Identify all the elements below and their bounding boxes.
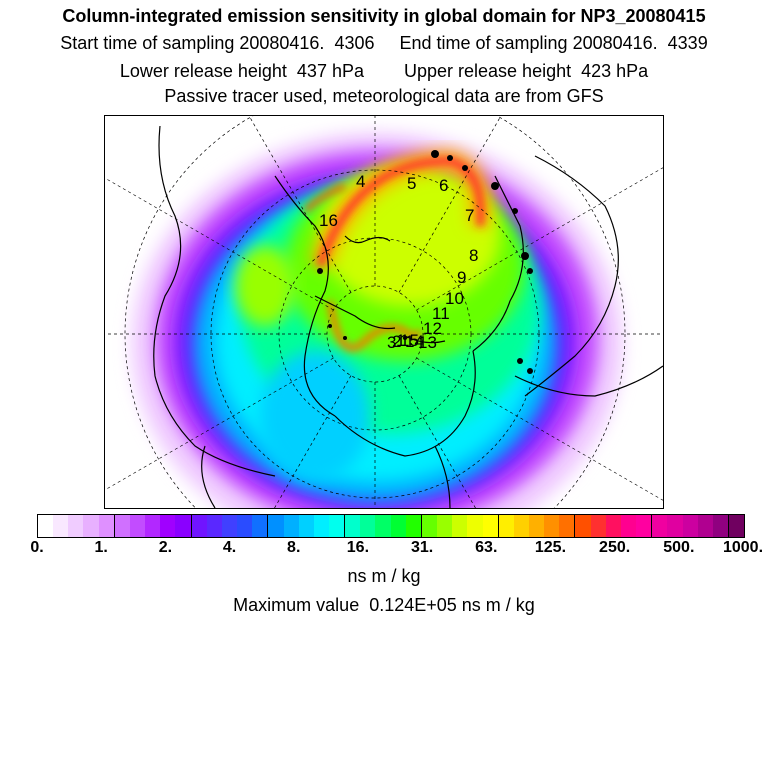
maximum-value-note: Maximum value 0.124E+05 ns m / kg [233, 595, 535, 615]
high-sensitivity-patches [317, 150, 533, 374]
colorbar-swatch [636, 515, 653, 537]
colorbar-swatch [544, 515, 560, 537]
colorbar-swatch [482, 515, 499, 537]
trajectory-label: 14 [405, 332, 424, 351]
trajectory-label: 10 [445, 289, 464, 308]
colorbar-swatch [313, 515, 329, 537]
trajectory-label: 3 [387, 333, 396, 352]
trajectory-label: 12 [423, 319, 442, 338]
colorbar-swatch [98, 515, 115, 537]
colorbar-swatch [498, 515, 514, 537]
colorbar-swatch [390, 515, 406, 537]
trajectory-label: 9 [457, 268, 466, 287]
colorbar-tick-label: 1. [94, 539, 108, 556]
colorbar-swatch [252, 515, 269, 537]
colorbar-tick-label: 4. [222, 539, 237, 556]
plot-title: Column-integrated emission sensitivity i… [62, 6, 706, 26]
colorbar-swatch [452, 515, 468, 537]
colorbar-tick-label: 16. [346, 539, 370, 556]
colorbar-tick-label: 1000. [722, 539, 764, 556]
trajectory-label: 15 [400, 331, 419, 350]
colorbar-swatch [145, 515, 161, 537]
trajectory-label: 1 [396, 331, 405, 350]
colorbar-swatch [237, 515, 253, 537]
trajectory-label: 4 [356, 172, 365, 191]
colorbar-swatch [575, 515, 591, 537]
colorbar-swatch [191, 515, 207, 537]
colorbar-tick-label: 250. [599, 539, 631, 556]
colorbar-swatch [53, 515, 69, 537]
tracer-info-line: Passive tracer used, meteorological data… [164, 86, 604, 106]
colorbar-swatch [83, 515, 99, 537]
colorbar-swatch [375, 515, 391, 537]
trajectory-label: 2 [392, 332, 401, 351]
sensitivity-field [131, 132, 623, 508]
colorbar-swatch [68, 515, 84, 537]
colorbar-swatch [421, 515, 438, 537]
colorbar-swatch [437, 515, 453, 537]
colorbar-swatch [206, 515, 222, 537]
colorbar-swatch [513, 515, 529, 537]
colorbar-tick-label: 0. [30, 539, 44, 556]
colorbar-swatch [328, 515, 346, 537]
colorbar-tick-label: 63. [475, 539, 498, 556]
colorbar-swatch [114, 515, 130, 537]
colorbar-swatch [559, 515, 576, 537]
trajectory-label: 16 [319, 211, 338, 230]
colorbar-swatch [175, 515, 192, 537]
trajectory-label: 5 [407, 174, 416, 193]
colorbar-swatch [283, 515, 299, 537]
coastlines [153, 125, 663, 508]
colorbar-swatch [360, 515, 376, 537]
colorbar-swatch [529, 515, 545, 537]
colorbar-swatch [298, 515, 314, 537]
colorbar-tick-label: 31. [410, 539, 434, 556]
colorbar-swatch [697, 515, 713, 537]
colorbar-swatch [712, 515, 730, 537]
trajectory-label: 11 [432, 304, 450, 323]
sensitivity-map: 1 2 3 4 5 6 7 8 9 10 11 12 13 14 15 16 [104, 115, 664, 509]
release-height-line: Lower release height 437 hPa Upper relea… [119, 61, 649, 81]
colorbar-units: ns m / kg [347, 566, 421, 586]
colorbar-swatch [620, 515, 637, 537]
colorbar-swatch [160, 515, 176, 537]
colorbar-swatch [221, 515, 238, 537]
colorbar-swatch [652, 515, 668, 537]
trajectory-label: 7 [465, 206, 474, 225]
colorbar-tick-label: 500. [663, 539, 695, 556]
colorbar-swatch [605, 515, 621, 537]
colorbar-tick-label: 2. [158, 539, 173, 556]
colorbar-swatch [590, 515, 606, 537]
colorbar [37, 514, 745, 538]
colorbar-swatch [129, 515, 146, 537]
colorbar-swatch [345, 515, 361, 537]
colorbar-swatch [467, 515, 483, 537]
colorbar-swatch [38, 515, 54, 537]
colorbar-swatch [729, 515, 745, 537]
colorbar-swatch [405, 515, 422, 537]
colorbar-tick-label: 125. [534, 539, 567, 556]
colorbar-swatch [268, 515, 284, 537]
trajectory-label: 6 [439, 176, 448, 195]
trajectory-label: 13 [418, 333, 437, 352]
colorbar-swatch [667, 515, 683, 537]
sampling-time-line: Start time of sampling 20080416. 4306 En… [60, 33, 708, 53]
colorbar-tick-label: 8. [287, 539, 301, 556]
meridian-lines [105, 116, 663, 508]
trajectory-label: 8 [469, 246, 478, 265]
colorbar-swatch [682, 515, 698, 537]
